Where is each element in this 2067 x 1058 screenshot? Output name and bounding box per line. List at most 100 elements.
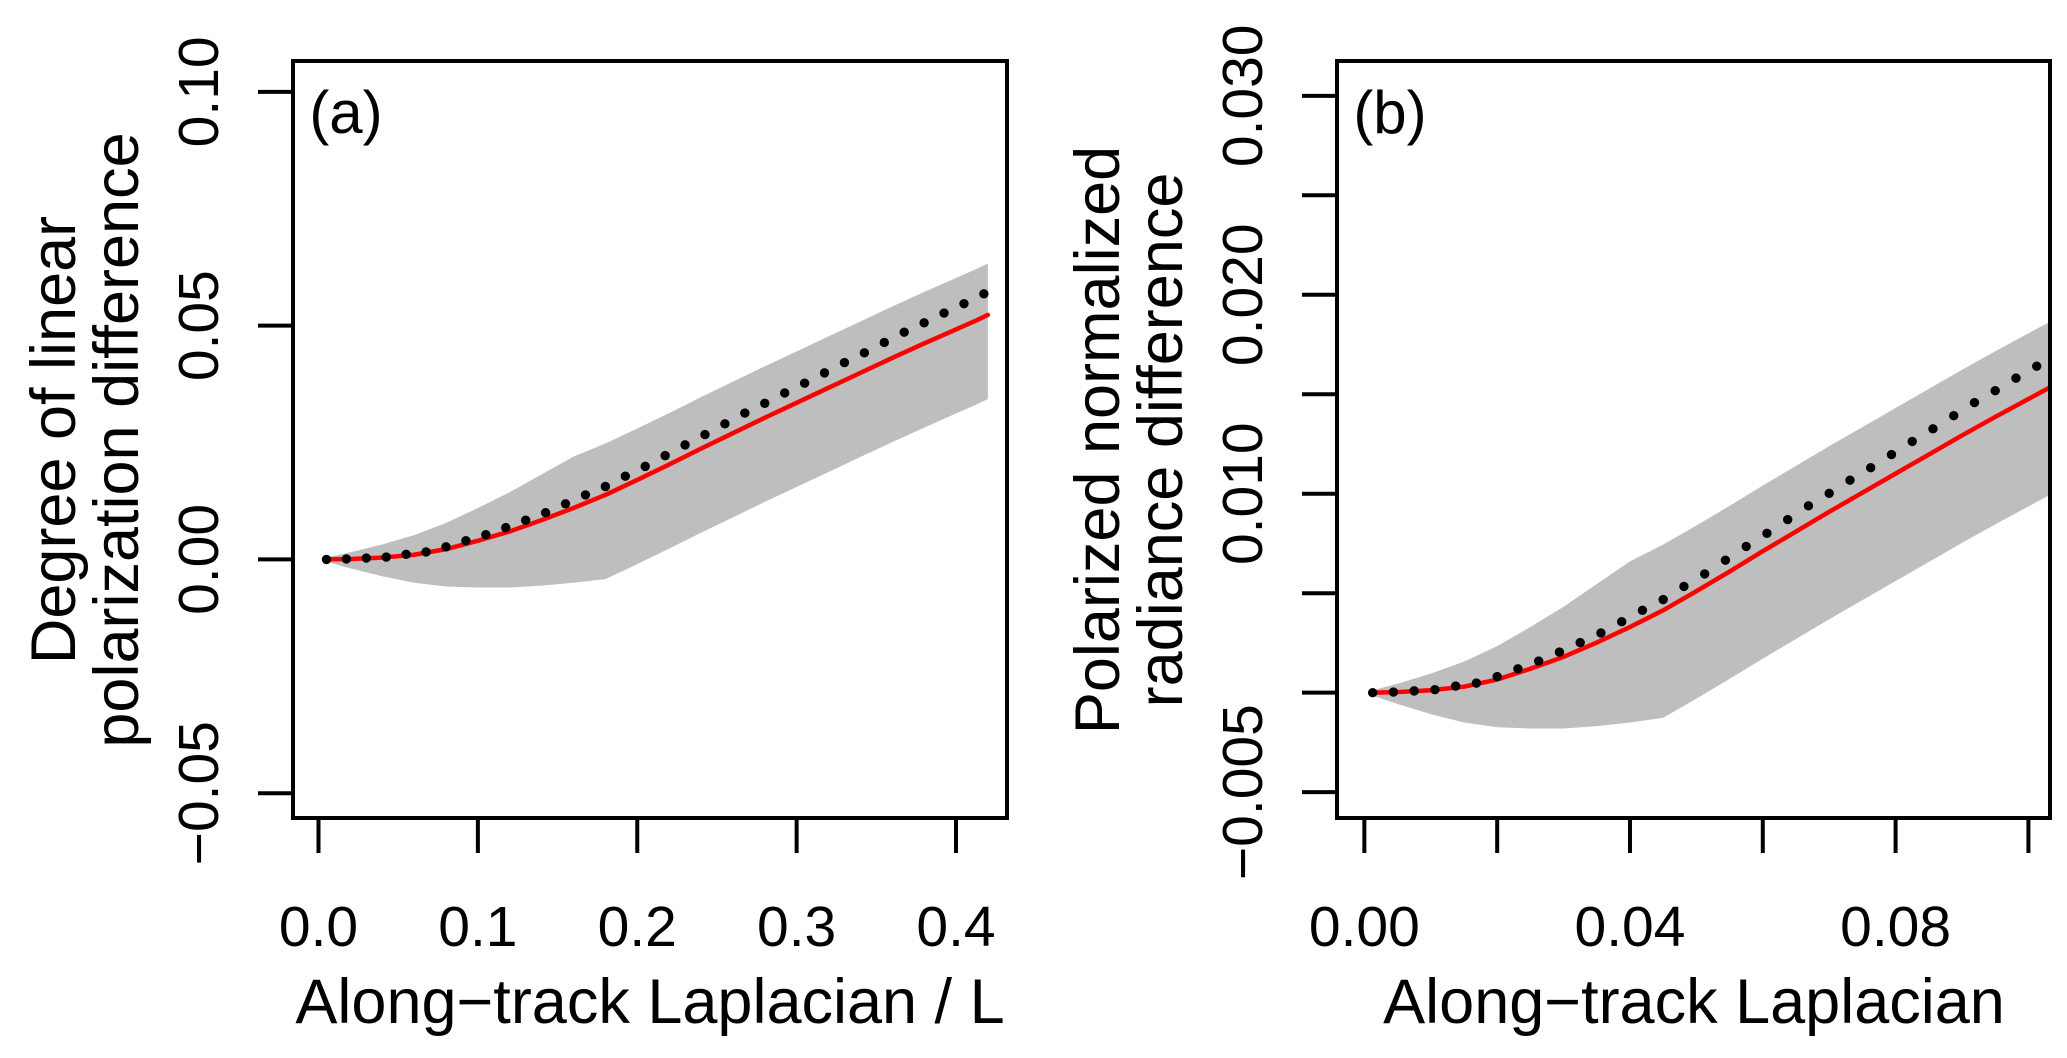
data-dot xyxy=(819,368,830,378)
data-dot xyxy=(1990,385,2000,396)
data-dot xyxy=(640,461,650,472)
data-dot xyxy=(1741,541,1751,552)
data-dot xyxy=(540,507,551,518)
data-dot xyxy=(481,529,491,540)
data-dot xyxy=(979,289,989,299)
data-dot xyxy=(1492,671,1502,682)
panel-a-y-tick-label: 0.00 xyxy=(167,504,231,615)
data-dot xyxy=(1471,678,1482,688)
data-dot xyxy=(1824,488,1834,499)
data-dot xyxy=(680,440,690,450)
panel-b-y-tick-label: 0.010 xyxy=(1211,422,1275,565)
panel-b: 0.00 0.04 0.08 0.030 0.020 0.010 −0.005 (b) Al… xyxy=(1063,24,2052,1037)
data-dot xyxy=(720,419,730,429)
data-dot xyxy=(501,522,511,533)
panel-a-confidence-band xyxy=(326,263,988,588)
data-dot xyxy=(1388,687,1399,697)
panel-a-y-axis-title-line1: Degree of linear xyxy=(19,216,89,664)
data-dot xyxy=(2011,373,2021,383)
panel-b-y-axis-title-line2: radiance difference xyxy=(1126,173,1196,708)
panel-a-red-curve xyxy=(324,312,991,562)
data-dot xyxy=(799,378,810,388)
data-dot xyxy=(620,471,630,481)
data-dot xyxy=(1616,616,1627,627)
data-dot xyxy=(421,547,431,557)
panel-a-x-tick-label: 0.0 xyxy=(279,895,358,959)
data-dot xyxy=(660,450,670,461)
panel-a-y-axis-title-line2: polarization difference xyxy=(82,132,152,747)
panel-a-dotted-curve xyxy=(321,289,989,565)
panel-b-y-axis-title-line1: Polarized normalized xyxy=(1063,146,1133,734)
data-dot xyxy=(401,549,411,559)
panel-b-y-tick-label: 0.020 xyxy=(1211,223,1275,366)
data-dot xyxy=(560,499,571,509)
panel-b-x-tick-label: 0.00 xyxy=(1309,895,1420,959)
data-dot xyxy=(381,552,391,562)
data-dot xyxy=(740,408,750,418)
data-dot xyxy=(959,298,969,309)
data-dot xyxy=(1367,687,1378,698)
data-dot xyxy=(839,357,850,368)
data-dot xyxy=(600,481,611,492)
data-dot xyxy=(1679,581,1689,592)
data-dot xyxy=(700,429,710,440)
data-dot xyxy=(1450,681,1461,691)
panel-a-x-tick-label: 0.3 xyxy=(757,895,836,959)
panel-b-confidence-band xyxy=(1372,321,2050,729)
panel-a: 0.0 0.1 0.2 0.3 0.4 0.10 0.05 0.00 −0.05 (a) Alo… xyxy=(19,36,1009,1037)
data-dot xyxy=(1949,411,1959,421)
data-dot xyxy=(1699,569,1710,579)
data-dot xyxy=(1803,501,1814,511)
data-dot xyxy=(899,327,909,337)
data-dot xyxy=(321,554,332,565)
panel-a-y-tick-label: 0.05 xyxy=(167,270,231,381)
data-dot xyxy=(1928,424,1938,434)
data-dot xyxy=(1575,637,1585,648)
data-dot xyxy=(1533,656,1544,666)
panel-a-x-tick-label: 0.4 xyxy=(916,895,995,959)
panel-b-x-tick-label: 0.04 xyxy=(1575,895,1686,959)
data-dot xyxy=(1513,664,1523,674)
data-dot xyxy=(1886,449,1897,460)
data-dot xyxy=(1554,647,1565,657)
panel-b-y-tick-label: −0.005 xyxy=(1211,704,1275,880)
panel-b-red-curve xyxy=(1370,384,2050,695)
data-dot xyxy=(580,490,591,500)
data-dot xyxy=(939,308,949,318)
data-dot xyxy=(1409,686,1419,696)
data-dot xyxy=(760,398,770,408)
data-dot xyxy=(361,553,372,563)
panel-a-letter: (a) xyxy=(309,79,382,146)
panel-a-plot-area xyxy=(321,263,991,588)
data-dot xyxy=(1782,514,1793,525)
panel-b-letter: (b) xyxy=(1353,79,1426,146)
data-dot xyxy=(461,536,471,546)
data-dot xyxy=(1596,628,1606,638)
data-dot xyxy=(1762,528,1772,539)
data-dot xyxy=(919,318,929,328)
data-dot xyxy=(1969,397,1980,408)
data-dot xyxy=(1866,462,1876,473)
panel-b-x-tick-label: 0.08 xyxy=(1840,895,1951,959)
data-dot xyxy=(1430,684,1440,695)
data-dot xyxy=(879,337,889,348)
panel-a-y-tick-label: −0.05 xyxy=(167,721,231,865)
panel-b-plot-box xyxy=(1335,59,2052,820)
panel-b-x-axis-title: Along−track Laplacian xyxy=(1383,967,2005,1037)
panel-a-x-tick-label: 0.1 xyxy=(438,895,517,959)
data-dot xyxy=(1658,594,1668,605)
data-dot xyxy=(779,388,790,398)
panel-a-x-axis-title: Along−track Laplacian / L xyxy=(295,967,1004,1037)
data-dot xyxy=(1845,475,1855,485)
data-dot xyxy=(1637,605,1648,615)
data-dot xyxy=(441,542,451,552)
panel-b-y-tick-label: 0.030 xyxy=(1211,24,1275,167)
data-dot xyxy=(1720,555,1731,565)
data-dot xyxy=(859,348,870,358)
data-dot xyxy=(2032,361,2042,371)
data-dot xyxy=(341,554,352,564)
panel-a-x-tick-label: 0.2 xyxy=(598,895,677,959)
panel-a-plot-box xyxy=(291,59,1009,820)
data-dot xyxy=(520,515,531,525)
